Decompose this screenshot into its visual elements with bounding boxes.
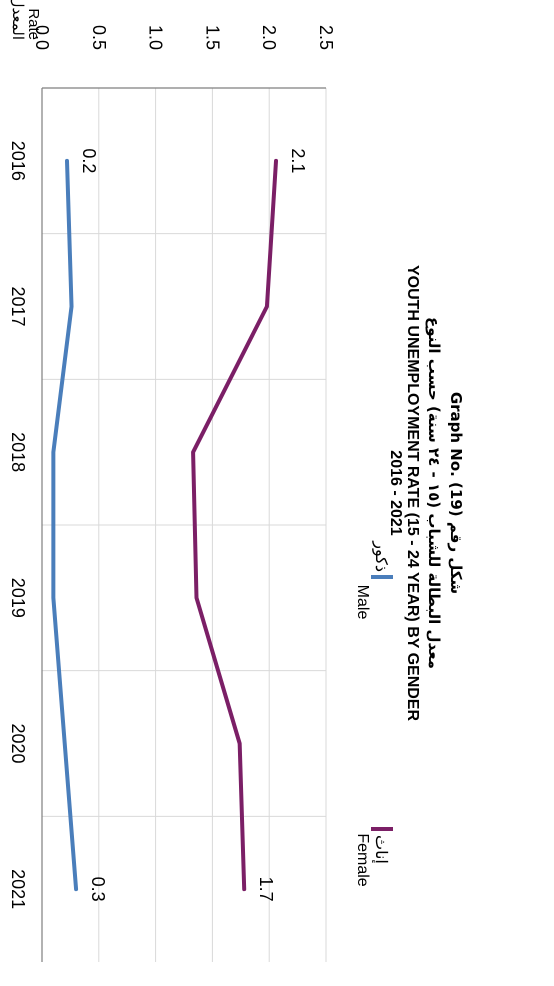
data-label-male: 0.3 (88, 877, 108, 902)
legend: ذكور Male إناث Female (354, 540, 393, 887)
y-axis-title-ar: المعدل (9, 0, 26, 40)
series-line-male (51, 158, 79, 892)
title-line-2: معدل البطالة للشباب (١٥ - ٢٤ سنة) حسب ال… (425, 317, 443, 669)
series-line-female (191, 158, 279, 892)
x-tick-label: 2016 (8, 141, 28, 181)
legend-male-label-en: Male (354, 585, 371, 620)
plot-frame (41, 87, 326, 962)
x-axis-ticks: 2016 2017 2018 2019 2020 2021 (8, 141, 28, 909)
legend-female-label-en: Female (354, 833, 371, 886)
y-axis-ticks: 0.0 0.5 1.0 1.5 2.0 2.5 (32, 25, 336, 50)
x-tick-label: 2020 (8, 723, 28, 763)
y-axis-title-en: Rate (25, 8, 42, 40)
y-tick-label: 1.0 (146, 25, 166, 50)
gridlines (41, 88, 327, 962)
series-lines (51, 158, 279, 892)
data-label-female: 1.7 (256, 877, 276, 902)
x-tick-label: 2017 (8, 286, 28, 326)
y-axis-title: المعدل Rate (9, 0, 42, 40)
title-line-1: Graph No. (19) شكل رقم (447, 392, 465, 594)
y-tick-label: 0.5 (89, 25, 109, 50)
data-labels: 0.2 0.3 2.1 1.7 (79, 148, 308, 901)
chart-title: Graph No. (19) شكل رقم معدل البطالة للشب… (387, 265, 465, 722)
x-tick-label: 2021 (8, 869, 28, 909)
x-tick-label: 2018 (8, 432, 28, 472)
legend-male-label-ar: ذكور (372, 540, 389, 572)
y-tick-label: 2.5 (316, 25, 336, 50)
title-line-4: 2016 - 2021 (387, 450, 404, 536)
data-label-female: 2.1 (288, 148, 308, 173)
y-tick-label: 0.0 (32, 25, 52, 50)
y-tick-label: 1.5 (202, 25, 222, 50)
y-tick-label: 2.0 (259, 25, 279, 50)
legend-female-label-ar: إناث (372, 835, 389, 864)
x-tick-label: 2019 (8, 578, 28, 618)
title-line-3: YOUTH UNEMPLOYMENT RATE (15 - 24 YEAR) B… (404, 265, 421, 722)
data-label-male: 0.2 (79, 148, 99, 173)
